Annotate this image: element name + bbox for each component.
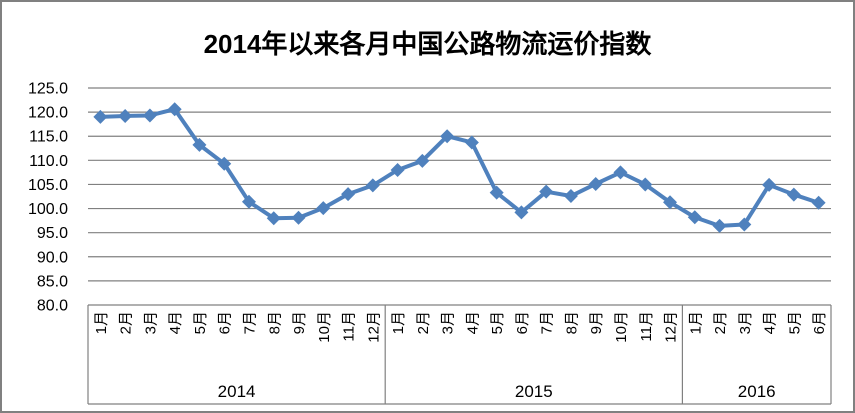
data-point-marker xyxy=(415,153,430,168)
x-axis-month-label: 6月 xyxy=(811,311,828,334)
x-axis-month-label: 11月 xyxy=(638,311,655,342)
data-point-marker xyxy=(316,201,331,216)
data-point-marker xyxy=(737,217,752,232)
y-axis-tick-label: 100.0 xyxy=(28,201,68,218)
x-axis-month-label: 3月 xyxy=(440,311,457,334)
x-axis-month-label: 1月 xyxy=(93,311,110,334)
x-axis-month-label: 2月 xyxy=(712,311,729,334)
x-axis-month-label: 2月 xyxy=(415,311,432,334)
x-axis-month-label: 5月 xyxy=(489,311,506,334)
x-axis-month-label: 5月 xyxy=(786,311,803,334)
y-axis-tick-label: 95.0 xyxy=(37,225,68,242)
x-axis-year-label: 2014 xyxy=(218,382,256,401)
data-point-marker xyxy=(266,211,281,226)
x-axis-month-label: 9月 xyxy=(588,311,605,334)
x-axis-month-label: 4月 xyxy=(464,311,481,334)
data-point-marker xyxy=(440,129,455,144)
x-axis-month-label: 6月 xyxy=(514,311,531,334)
y-axis-tick-label: 105.0 xyxy=(28,177,68,194)
x-axis-month-label: 4月 xyxy=(167,311,184,334)
x-axis-month-label: 7月 xyxy=(539,311,556,334)
data-point-marker xyxy=(588,176,603,191)
data-point-marker xyxy=(514,205,529,220)
data-point-marker xyxy=(489,185,504,200)
x-axis-month-label: 6月 xyxy=(217,311,234,334)
data-point-marker xyxy=(613,165,628,180)
data-point-marker xyxy=(365,178,380,193)
data-point-marker xyxy=(663,195,678,210)
data-point-marker xyxy=(786,187,801,202)
x-axis-month-label: 8月 xyxy=(563,311,580,334)
x-axis-month-label: 1月 xyxy=(390,311,407,334)
data-point-marker xyxy=(539,184,554,199)
x-axis-month-label: 4月 xyxy=(762,311,779,334)
y-axis-tick-label: 80.0 xyxy=(37,298,68,315)
x-axis-month-label: 7月 xyxy=(241,311,258,334)
data-point-marker xyxy=(217,156,232,171)
x-axis-month-label: 3月 xyxy=(142,311,159,334)
x-axis-month-label: 8月 xyxy=(266,311,283,334)
x-axis-year-label: 2015 xyxy=(515,382,553,401)
x-axis-month-label: 3月 xyxy=(737,311,754,334)
y-axis-tick-label: 110.0 xyxy=(29,153,68,170)
data-point-marker xyxy=(687,210,702,225)
data-point-marker xyxy=(712,218,727,233)
x-axis-month-label: 12月 xyxy=(365,311,382,343)
data-point-marker xyxy=(341,187,356,202)
y-axis-tick-label: 90.0 xyxy=(37,249,68,266)
x-axis-month-label: 11月 xyxy=(341,311,358,342)
x-axis-month-label: 2月 xyxy=(118,311,135,334)
y-axis-tick-label: 125.0 xyxy=(28,81,68,98)
x-axis-month-label: 9月 xyxy=(291,311,308,334)
data-point-marker xyxy=(811,195,826,210)
x-axis-year-label: 2016 xyxy=(738,382,776,401)
data-point-marker xyxy=(291,210,306,225)
data-point-marker xyxy=(638,177,653,192)
x-axis-month-label: 10月 xyxy=(316,311,333,343)
data-point-marker xyxy=(167,102,182,117)
data-point-marker xyxy=(464,135,479,150)
x-axis-month-label: 5月 xyxy=(192,311,209,334)
y-axis-tick-label: 85.0 xyxy=(37,273,68,290)
data-point-marker xyxy=(142,108,157,123)
data-point-marker xyxy=(241,194,256,209)
data-point-marker xyxy=(93,109,108,124)
data-point-marker xyxy=(762,177,777,192)
data-point-marker xyxy=(192,137,207,152)
x-axis-month-label: 12月 xyxy=(663,311,680,343)
x-axis-month-label: 1月 xyxy=(687,311,704,334)
chart-title: 2014年以来各月中国公路物流运价指数 xyxy=(203,29,652,59)
y-axis-tick-label: 115.0 xyxy=(29,129,68,146)
x-axis-month-label: 10月 xyxy=(613,311,630,343)
data-point-marker xyxy=(390,162,405,177)
y-axis-tick-label: 120.0 xyxy=(28,105,68,122)
data-point-marker xyxy=(563,189,578,204)
data-point-marker xyxy=(118,108,133,123)
